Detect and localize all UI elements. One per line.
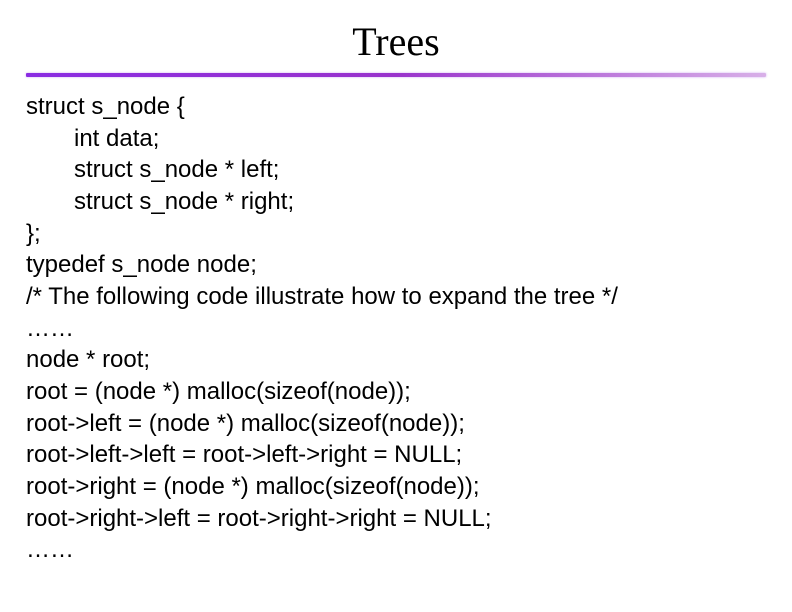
code-line: root->left->left = root->left->right = N… <box>26 439 766 471</box>
slide-title: Trees <box>0 0 792 73</box>
code-line: node * root; <box>26 344 766 376</box>
code-line: root->right->left = root->right->right =… <box>26 503 766 535</box>
code-line: root->left = (node *) malloc(sizeof(node… <box>26 408 766 440</box>
code-line: root = (node *) malloc(sizeof(node)); <box>26 376 766 408</box>
code-line: int data; <box>26 123 766 155</box>
code-line: /* The following code illustrate how to … <box>26 281 766 313</box>
code-line: root->right = (node *) malloc(sizeof(nod… <box>26 471 766 503</box>
code-line: struct s_node * right; <box>26 186 766 218</box>
code-line: …… <box>26 534 766 566</box>
code-line: typedef s_node node; <box>26 249 766 281</box>
slide-container: Trees struct s_node { int data; struct s… <box>0 0 792 612</box>
code-line: struct s_node * left; <box>26 154 766 186</box>
code-line: …… <box>26 313 766 345</box>
code-line: }; <box>26 218 766 250</box>
code-block: struct s_node { int data; struct s_node … <box>0 77 792 566</box>
code-line: struct s_node { <box>26 91 766 123</box>
